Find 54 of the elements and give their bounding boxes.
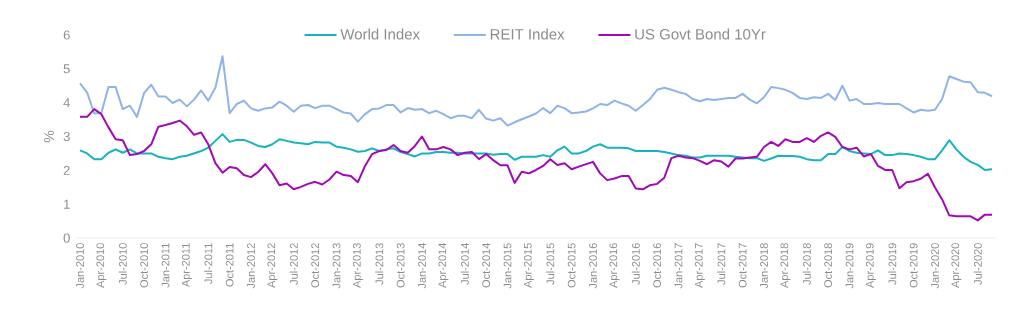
x-tick-label: Apr-2013 xyxy=(352,243,363,288)
x-tick-label: Jul-2015 xyxy=(546,243,555,285)
x-tick-label: Jan-2012 xyxy=(247,243,255,289)
y-axis-title: % xyxy=(44,130,54,143)
x-tick-label: Jul-2020 xyxy=(973,243,982,285)
x-tick-label: Apr-2017 xyxy=(694,243,705,288)
x-tick-label: Jul-2012 xyxy=(289,243,298,285)
x-tick-label: Apr-2011 xyxy=(181,243,192,288)
x-tick-label: Apr-2016 xyxy=(609,243,620,288)
x-tick-label: Apr-2010 xyxy=(96,243,107,288)
x-tick-label: Apr-2019 xyxy=(865,243,876,288)
x-tick-label: Apr-2015 xyxy=(523,243,534,288)
x-tick-label: Jul-2016 xyxy=(631,243,640,285)
x-tick-label: Apr-2012 xyxy=(267,243,278,288)
x-tick-label: Jan-2010 xyxy=(76,243,84,289)
x-tick-label: Jul-2014 xyxy=(460,243,469,285)
x-tick-label: Jan-2019 xyxy=(845,243,854,289)
x-tick-label: Oct-2015 xyxy=(567,243,576,288)
x-tick-label: Oct-2014 xyxy=(482,243,491,288)
x-tick-label: Oct-2018 xyxy=(824,243,833,288)
x-tick-label: Jan-2014 xyxy=(418,243,426,289)
x-tick-label: Jul-2017 xyxy=(717,243,726,285)
x-tick-label: Jan-2015 xyxy=(503,243,512,289)
y-tick-label: 0 xyxy=(63,233,70,243)
x-tick-label: Jul-2019 xyxy=(888,243,897,285)
x-tick-label: Oct-2011 xyxy=(225,243,234,287)
x-tick-label: Apr-2018 xyxy=(780,243,791,288)
x-tick-label: Jan-2011 xyxy=(161,243,170,288)
x-tick-label: Oct-2013 xyxy=(396,243,405,288)
y-tick-label: 4 xyxy=(63,98,70,108)
legend-label: World Index xyxy=(340,28,420,40)
x-tick-label: Oct-2010 xyxy=(140,243,149,288)
y-tick-label: 2 xyxy=(63,165,70,175)
x-tick-label: Apr-2014 xyxy=(438,243,449,288)
x-tick-label: Jan-2013 xyxy=(332,243,341,289)
y-tick-label: 1 xyxy=(64,199,70,209)
x-tick-label: Jan-2016 xyxy=(589,243,597,289)
x-tick-label: Jul-2011 xyxy=(204,243,213,284)
x-tick-label: Jan-2017 xyxy=(674,243,683,289)
x-tick-label: Oct-2016 xyxy=(653,243,662,288)
x-tick-label: Jan-2020 xyxy=(931,243,939,289)
x-tick-label: Jul-2013 xyxy=(375,243,384,285)
x-tick-label: Jul-2010 xyxy=(118,243,127,285)
y-tick-label: 5 xyxy=(63,64,70,74)
legend-label: REIT Index xyxy=(490,28,565,40)
x-tick-label: Jul-2018 xyxy=(802,243,811,285)
y-tick-label: 6 xyxy=(63,30,70,40)
y-tick-label: 3 xyxy=(63,131,70,142)
x-tick-label: Oct-2017 xyxy=(738,243,747,288)
legend-label: US Govt Bond 10Yr xyxy=(635,28,766,40)
x-tick-label: Jan-2018 xyxy=(760,243,768,289)
x-tick-label: Oct-2012 xyxy=(311,243,320,288)
x-tick-label: Apr-2020 xyxy=(951,243,962,288)
x-tick-label: Oct-2019 xyxy=(909,243,918,288)
